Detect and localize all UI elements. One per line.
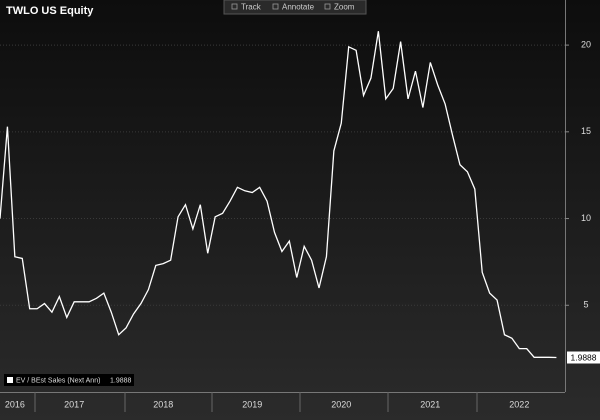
- toolbar-icon: [272, 3, 279, 10]
- plot-area: 5 10 15 20 2016 2017 2018 2019 2020 2021 2022 1.988…: [0, 31, 600, 409]
- y-tick-label: 10: [581, 213, 591, 223]
- year-separators: [34, 392, 478, 412]
- x-tick-label: 2021: [420, 399, 440, 409]
- y-tick-label: 5: [583, 300, 588, 310]
- toolbar-icon: [324, 3, 331, 10]
- legend-value: 1.9888: [110, 377, 132, 384]
- y-tick-label: 20: [581, 39, 591, 49]
- chart-title: TWLO US Equity: [6, 5, 94, 17]
- line-series: [0, 31, 557, 359]
- toolbar-button[interactable]: Track: [241, 3, 262, 12]
- toolbar-icon: [231, 3, 238, 10]
- x-tick-label: 2022: [509, 399, 529, 409]
- toolbar-buttons: Track Annotate Zoom: [231, 3, 355, 12]
- last-value-label: 1.9888: [571, 352, 597, 362]
- toolbar-button[interactable]: Annotate: [282, 3, 315, 12]
- legend-label: EV / BEst Sales (Next Ann): [16, 377, 100, 384]
- x-tick-label: 2019: [242, 399, 262, 409]
- x-tick-label: 2020: [331, 399, 351, 409]
- x-tick-label: 2018: [153, 399, 173, 409]
- toolbar-button[interactable]: Zoom: [334, 3, 355, 12]
- legend-swatch: [7, 377, 13, 383]
- last-value-box: [567, 351, 600, 364]
- x-tick-label: 2016: [5, 399, 25, 409]
- legend: [4, 374, 134, 386]
- x-tick-label: 2017: [64, 399, 84, 409]
- toolbar: [223, 0, 367, 15]
- y-tick-label: 15: [581, 126, 591, 136]
